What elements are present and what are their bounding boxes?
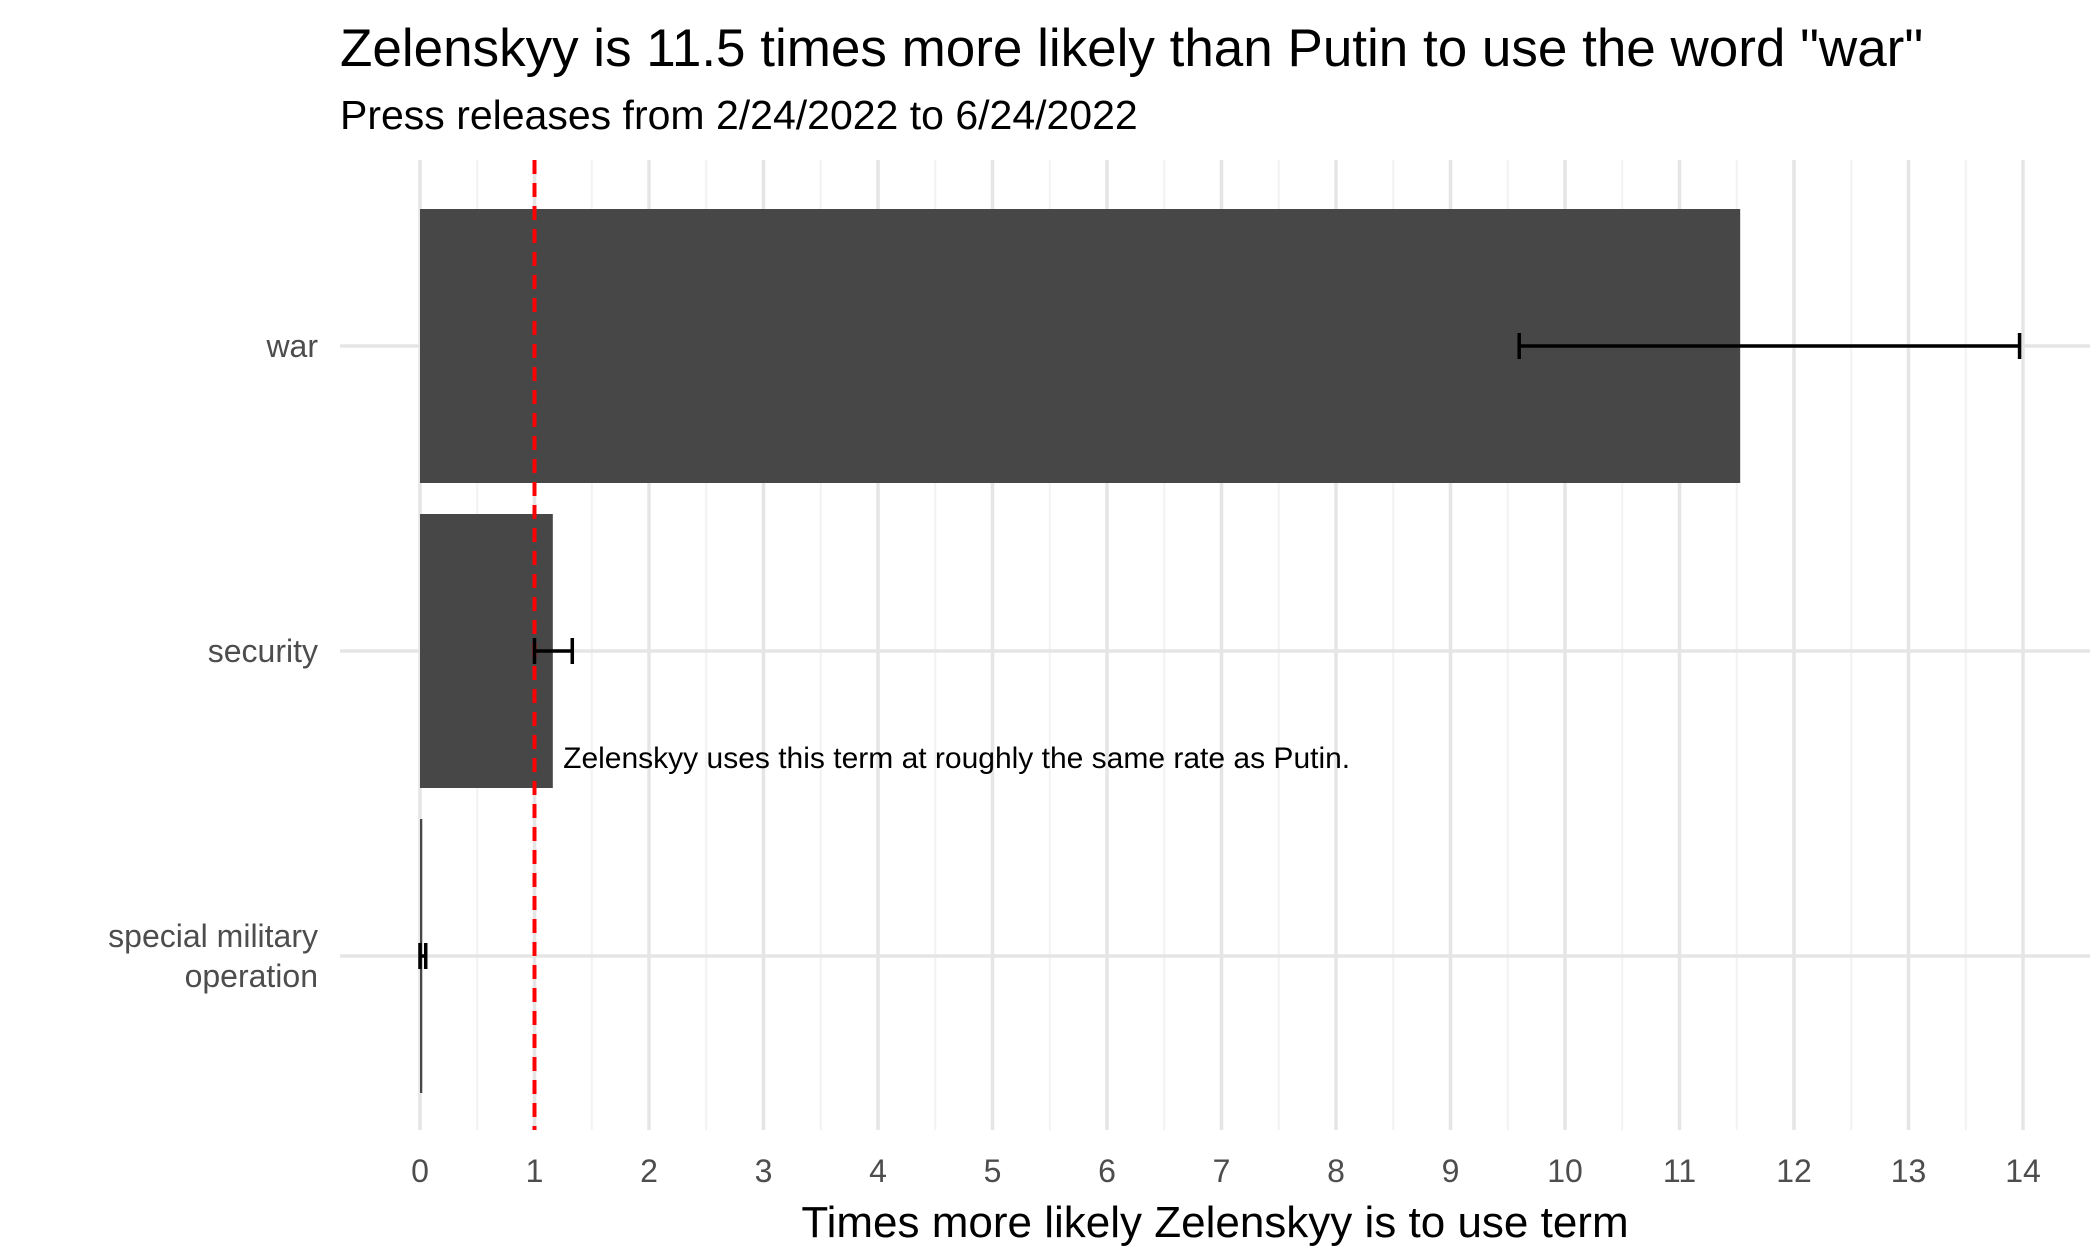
x-tick-label: 4	[869, 1153, 887, 1189]
x-tick-label: 0	[411, 1153, 429, 1189]
category-label: operation	[185, 958, 318, 994]
bars	[420, 209, 1741, 1093]
x-tick-label: 11	[1663, 1153, 1696, 1189]
category-label: special military	[108, 918, 318, 954]
category-label: war	[265, 328, 318, 364]
x-tick-label: 5	[984, 1153, 1002, 1189]
category-labels: war security special military operation	[108, 328, 318, 994]
x-tick-label: 2	[640, 1153, 658, 1189]
x-axis-title: Times more likely Zelenskyy is to use te…	[801, 1198, 1628, 1247]
bar	[420, 514, 553, 788]
x-tick-label: 10	[1547, 1153, 1583, 1189]
chart-subtitle: Press releases from 2/24/2022 to 6/24/20…	[340, 92, 1138, 138]
x-tick-label: 12	[1776, 1153, 1812, 1189]
error-bars	[418, 333, 2022, 969]
x-tick-label: 9	[1442, 1153, 1460, 1189]
annotation-text: Zelenskyy uses this term at roughly the …	[563, 742, 1350, 775]
x-tick-label: 8	[1327, 1153, 1345, 1189]
category-label: security	[208, 633, 318, 669]
x-tick-label: 6	[1098, 1153, 1116, 1189]
x-tick-label: 7	[1213, 1153, 1231, 1189]
x-tick-label: 1	[526, 1153, 544, 1189]
x-tick-label: 13	[1891, 1153, 1927, 1189]
x-tick-label: 3	[755, 1153, 773, 1189]
x-tick-label: 14	[2005, 1153, 2041, 1189]
chart-title: Zelenskyy is 11.5 times more likely than…	[340, 19, 1924, 78]
x-tick-labels: 0 1 2 3 4 5 6 7 8 9 10 11 12 13 14	[411, 1153, 2041, 1189]
